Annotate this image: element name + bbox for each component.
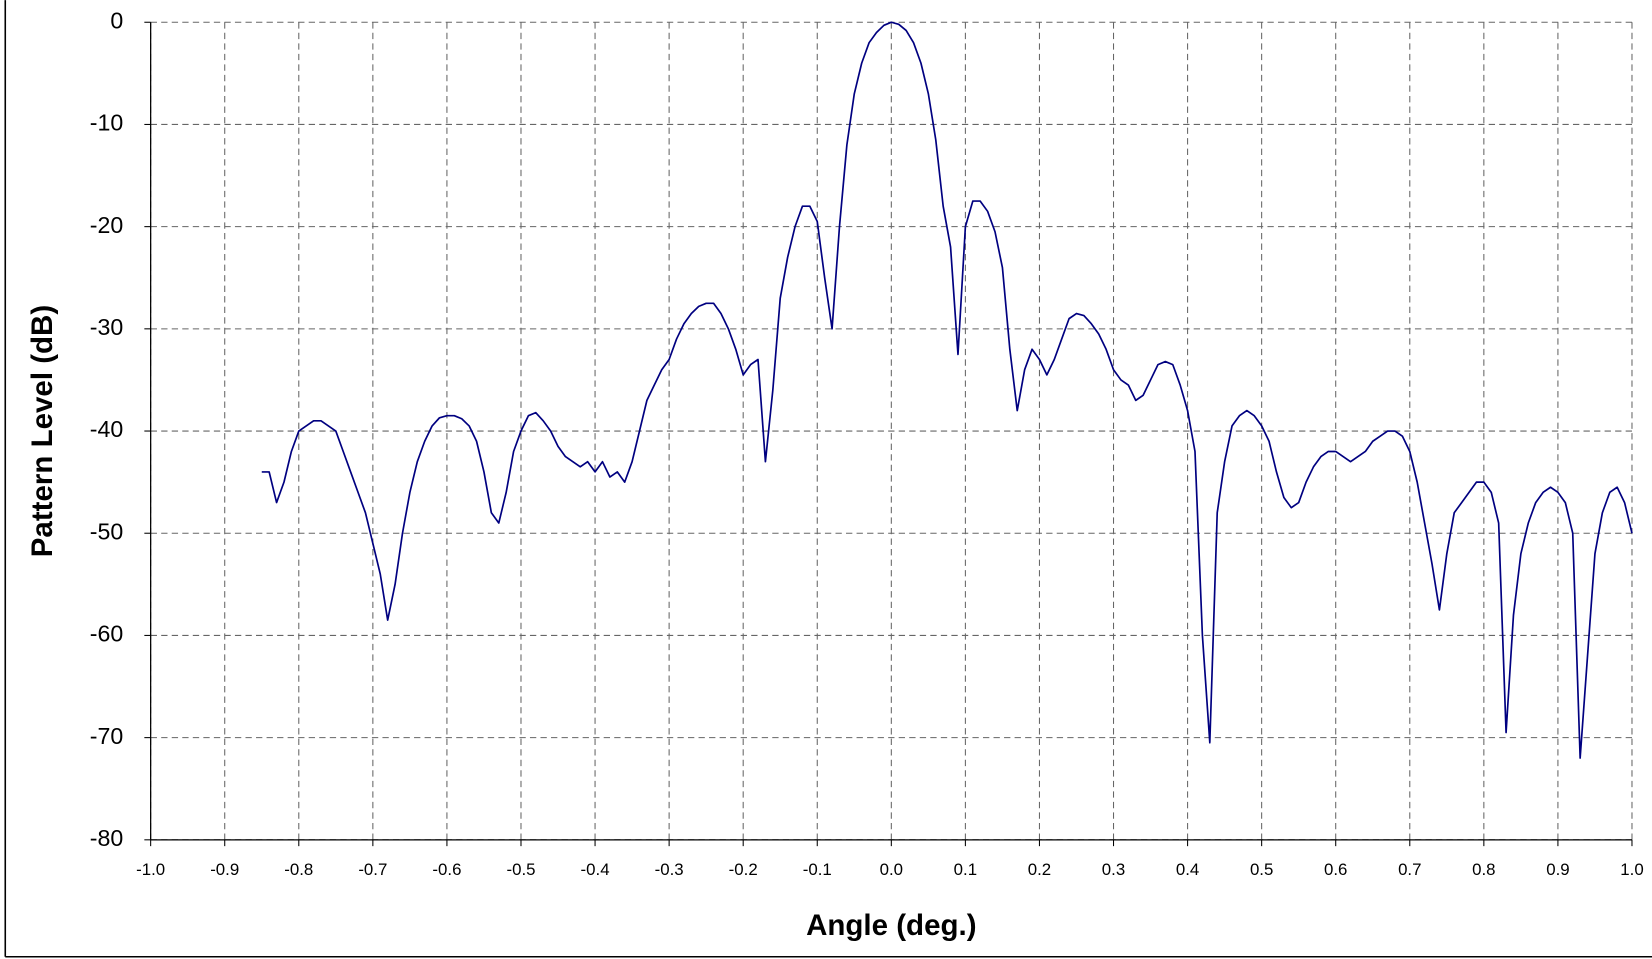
x-tick-label: -0.2 xyxy=(729,860,758,879)
x-tick-label: -0.6 xyxy=(432,860,461,879)
x-tick-label: -0.9 xyxy=(210,860,239,879)
labels: Angle (deg.) Pattern Level (dB) 0 -10 -20 -… xyxy=(26,7,1644,942)
series xyxy=(261,21,1633,759)
y-axis-title: Pattern Level (dB) xyxy=(26,305,59,557)
x-tick-label: -0.3 xyxy=(655,860,684,879)
x-tick-label: -0.1 xyxy=(803,860,832,879)
y-tick-label: -80 xyxy=(90,825,123,851)
axes xyxy=(144,21,1633,847)
y-tick-label: -10 xyxy=(90,110,123,136)
y-tick-label: -30 xyxy=(90,314,123,340)
x-tick-label: 1.0 xyxy=(1620,860,1643,879)
x-tick-label: -0.4 xyxy=(581,860,610,879)
x-tick-label: 0.3 xyxy=(1102,860,1125,879)
x-axis-title: Angle (deg.) xyxy=(806,909,976,942)
x-tick-label: 0.8 xyxy=(1472,860,1495,879)
x-tick-label: 0.6 xyxy=(1324,860,1347,879)
x-tick-label: 0.4 xyxy=(1176,860,1199,879)
pattern-line xyxy=(261,21,1633,759)
x-tick-label: 0.5 xyxy=(1250,860,1273,879)
y-tick-label: -60 xyxy=(90,621,123,647)
y-tick-label: -70 xyxy=(90,723,123,749)
x-tick-label: -0.5 xyxy=(506,860,535,879)
y-tick-label: -20 xyxy=(90,212,123,238)
y-tick-label: 0 xyxy=(110,7,123,33)
x-tick-label: 0.0 xyxy=(880,860,903,879)
x-tick-label: 0.7 xyxy=(1398,860,1421,879)
x-tick-label: 0.1 xyxy=(954,860,977,879)
x-tick-label: -1.0 xyxy=(136,860,165,879)
y-tick-label: -50 xyxy=(90,518,123,544)
x-tick-label: -0.7 xyxy=(358,860,387,879)
y-tick-label: -40 xyxy=(90,416,123,442)
x-tick-label: -0.8 xyxy=(284,860,313,879)
x-tick-label: 0.9 xyxy=(1546,860,1569,879)
x-tick-label: 0.2 xyxy=(1028,860,1051,879)
